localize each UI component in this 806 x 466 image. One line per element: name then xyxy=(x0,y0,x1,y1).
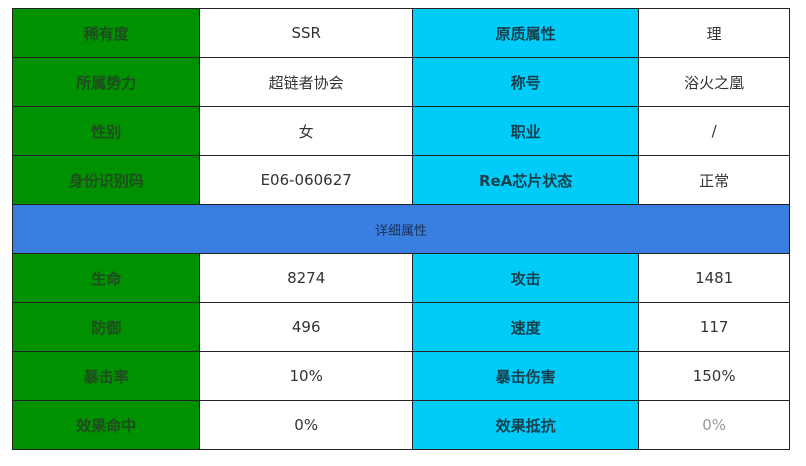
value-cell: 117 xyxy=(638,302,790,352)
label-cell: 攻击 xyxy=(411,253,640,303)
section-header-row: 详细属性 xyxy=(12,204,790,254)
label-cell: 职业 xyxy=(411,106,640,156)
value-cell: 0% xyxy=(638,400,790,450)
character-info-table: 稀有度 SSR 原质属性理所属势力 超链者协会 称号 浴火之凰 性别女职业 / 身份识别码 E06… xyxy=(11,8,790,450)
label-cell: 效果命中 xyxy=(11,400,201,450)
label-cell: 生命 xyxy=(11,253,201,303)
label-cell: 效果抵抗 xyxy=(411,400,640,450)
label-cell: ReA芯片状态 xyxy=(411,155,640,205)
label-cell: 性别 xyxy=(11,106,201,156)
value-cell: 8274 xyxy=(199,253,413,303)
table-row: 暴击率 10% 暴击伤害 150% xyxy=(11,351,790,401)
label-cell: 速度 xyxy=(411,302,640,352)
table-row: 效果命中 0% 效果抵抗 0% xyxy=(11,400,790,450)
table-row: 防御 496 速度 117 xyxy=(11,302,790,352)
value-cell: 496 xyxy=(199,302,413,352)
table-row: 生命 8274 攻击 1481 xyxy=(11,253,790,303)
label-cell: 稀有度 xyxy=(11,8,201,58)
label-cell: 身份识别码 xyxy=(11,155,201,205)
value-cell: 1481 xyxy=(638,253,790,303)
value-cell: 10% xyxy=(199,351,413,401)
value-cell: 正常 xyxy=(638,155,790,205)
value-cell: SSR xyxy=(199,8,413,58)
value-cell: 150% xyxy=(638,351,790,401)
label-cell: 防御 xyxy=(11,302,201,352)
value-cell: 0% xyxy=(199,400,413,450)
label-cell: 所属势力 xyxy=(11,57,201,107)
value-cell: 理 xyxy=(638,8,790,58)
label-cell: 暴击率 xyxy=(11,351,201,401)
table-row: 所属势力 超链者协会 称号 浴火之凰 xyxy=(11,57,790,107)
value-cell: 浴火之凰 xyxy=(638,57,790,107)
label-cell: 称号 xyxy=(411,57,640,107)
label-cell: 暴击伤害 xyxy=(411,351,640,401)
value-cell: / xyxy=(638,106,790,156)
label-cell: 原质属性 xyxy=(411,8,640,58)
value-cell: 超链者协会 xyxy=(199,57,413,107)
section-title: 详细属性 xyxy=(12,204,790,254)
table-row: 身份识别码 E06-060627 ReA芯片状态 正常 xyxy=(11,155,790,205)
value-cell: 女 xyxy=(199,106,413,156)
value-cell: E06-060627 xyxy=(199,155,413,205)
table-row: 稀有度 SSR 原质属性理 xyxy=(11,8,790,58)
table-row: 性别女职业 / xyxy=(11,106,790,156)
